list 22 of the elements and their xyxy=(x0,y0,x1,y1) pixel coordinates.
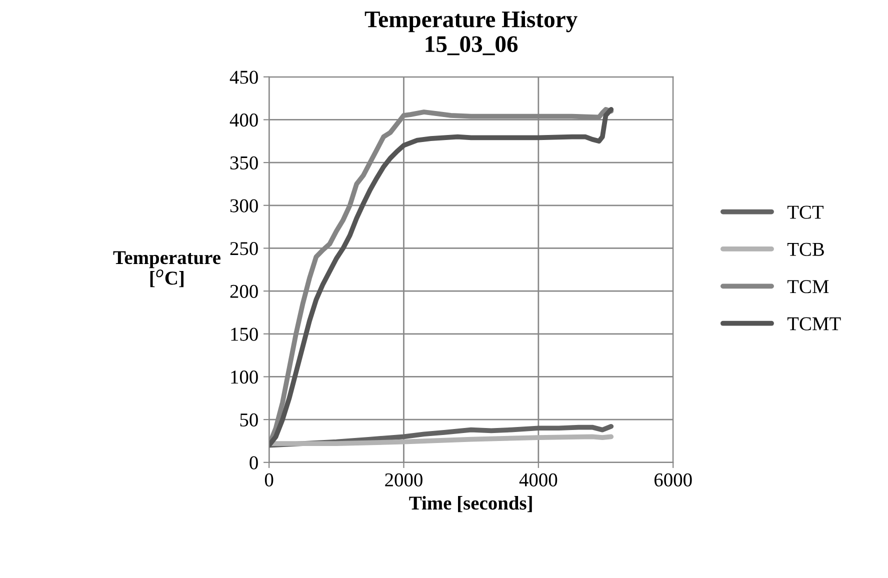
y-tick-label: 200 xyxy=(230,284,258,298)
x-tick-label: 2000 xyxy=(385,473,422,486)
x-tick-label: 6000 xyxy=(654,473,692,486)
y-tick-label: 250 xyxy=(230,242,258,256)
y-tick-label: 50 xyxy=(240,413,258,426)
x-tick-label: 0 xyxy=(264,473,274,486)
y-tick-label: 400 xyxy=(230,114,258,127)
y-tick-label: 350 xyxy=(230,156,258,170)
chart-title: Temperature History 15_03_06 xyxy=(364,10,578,56)
legend-label: TCMT xyxy=(787,317,841,330)
legend-label: TCM xyxy=(787,280,829,294)
x-tick-label: 4000 xyxy=(519,473,558,486)
x-axis-title: Time [seconds] xyxy=(409,496,532,512)
y-tick-label: 450 xyxy=(230,70,258,84)
legend-label: TCB xyxy=(787,242,824,256)
y-tick-label: 150 xyxy=(231,328,258,341)
y-tick-label: 0 xyxy=(250,456,258,470)
legend-label: TCT xyxy=(787,206,824,219)
y-axis-title: Temperature [$^{o}$C] xyxy=(113,251,220,288)
y-tick-label: 100 xyxy=(231,370,258,384)
line-series xyxy=(269,434,614,446)
y-tick-label: 300 xyxy=(230,199,258,212)
